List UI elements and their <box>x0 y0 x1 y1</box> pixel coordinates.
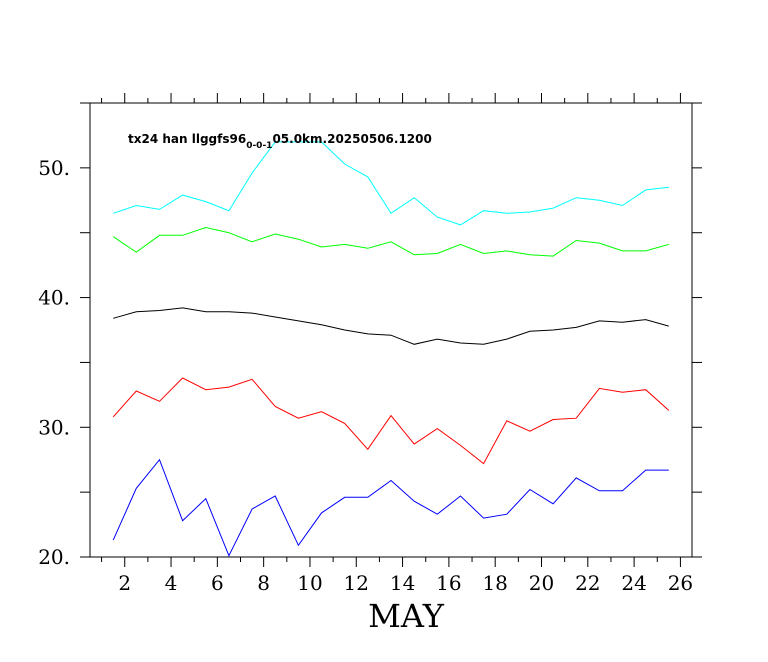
x-tick-label: 6 <box>211 571 224 595</box>
chart-title: tx24 han llggfs960-0-105.0km.20250506.12… <box>128 132 432 151</box>
y-tick-label: 50. <box>38 156 70 180</box>
series-line-3 <box>113 307 669 345</box>
tick-layer <box>80 93 702 567</box>
x-tick-label: 26 <box>668 571 693 595</box>
x-tick-label: 14 <box>390 571 415 595</box>
plot-frame <box>89 102 693 558</box>
x-tick-label: 8 <box>257 571 270 595</box>
chart-title-sub: 0-0-1 <box>246 141 272 151</box>
x-tick-label: 4 <box>165 571 178 595</box>
chart-title-main: tx24 han llggfs96 <box>128 132 246 146</box>
chart-title-tail: 05.0km.20250506.1200 <box>272 132 431 146</box>
x-tick-label: 10 <box>297 571 322 595</box>
x-tick-label: 24 <box>621 571 646 595</box>
x-tick-label: 2 <box>118 571 131 595</box>
x-tick-label: 18 <box>482 571 507 595</box>
y-tick-label: 40. <box>38 286 70 310</box>
x-tick-label: 22 <box>575 571 600 595</box>
y-tick-label: 30. <box>38 415 70 439</box>
series-line-2 <box>112 226 669 257</box>
series-layer <box>112 141 670 557</box>
series-line-1 <box>113 141 669 226</box>
x-tick-label: 16 <box>436 571 461 595</box>
x-tick-label: 20 <box>529 571 554 595</box>
x-tick-label: 12 <box>344 571 369 595</box>
series-line-5 <box>112 458 669 557</box>
series-line-4 <box>112 377 670 465</box>
y-tick-label: 20. <box>38 545 70 569</box>
x-axis-label: MAY <box>368 597 445 635</box>
